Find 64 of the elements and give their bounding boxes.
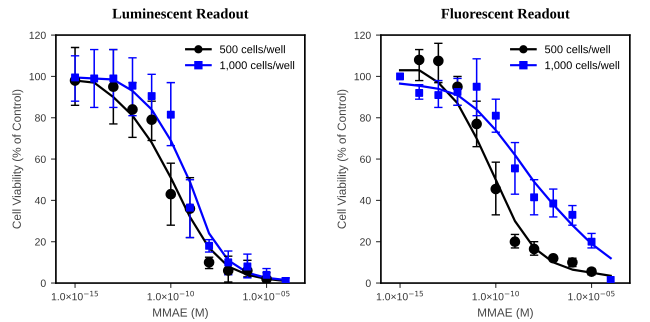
point xyxy=(548,252,559,264)
x-axis-title: MMAE (M) xyxy=(153,308,208,320)
point xyxy=(396,72,404,80)
point xyxy=(109,74,118,82)
y-tick-label: 100 xyxy=(30,72,46,80)
point xyxy=(90,74,98,82)
point xyxy=(434,91,442,99)
y-tick-label: 0 xyxy=(40,280,46,287)
y-tick-label: 80 xyxy=(360,114,371,122)
y-tick-label: 20 xyxy=(360,238,371,246)
x-tick-label: 1.0×10$^{−15}$ xyxy=(52,290,98,300)
x-axis-title: MMAE (M) xyxy=(478,308,533,320)
point xyxy=(71,74,79,82)
legend-label: 500 cells/well xyxy=(220,45,285,54)
y-tick-label: 100 xyxy=(354,72,371,80)
y-tick-label: 60 xyxy=(35,156,46,163)
point xyxy=(128,82,136,90)
point xyxy=(530,193,538,202)
point xyxy=(528,244,540,254)
point xyxy=(166,110,175,119)
point xyxy=(568,210,576,219)
y-tick-label: 120 xyxy=(354,32,371,39)
x-tick-label: 1.0×10$^{−10}$ xyxy=(148,290,194,300)
legend-label: 1,000 cells/well xyxy=(220,61,294,70)
point xyxy=(205,242,214,250)
legend-label: 500 cells/well xyxy=(544,45,610,54)
y-tick-label: 40 xyxy=(34,196,46,204)
chart-title: Fluorescent Readout xyxy=(441,8,570,19)
point xyxy=(490,184,502,194)
point xyxy=(471,118,482,130)
y-tick-label: 40 xyxy=(360,196,371,204)
point xyxy=(606,276,615,284)
point xyxy=(549,200,558,208)
point xyxy=(127,104,138,115)
point xyxy=(262,270,270,279)
point xyxy=(148,92,156,100)
x-tick-label: 1.0×10$^{−10}$ xyxy=(472,290,519,300)
point xyxy=(224,258,232,266)
x-tick-label: 1.0×10$^{−05}$ xyxy=(243,290,290,300)
y-axis-title: Cell Viability (% of Control) xyxy=(12,90,24,229)
y-axis-title: Cell Viability (% of Control) xyxy=(337,90,348,229)
point xyxy=(433,56,444,66)
y-tick-label: 0 xyxy=(366,280,371,287)
point xyxy=(243,262,252,270)
y-tick-label: 120 xyxy=(30,32,46,39)
point xyxy=(414,54,424,66)
x-tick-label: 1.0×10$^{−15}$ xyxy=(376,290,424,300)
point xyxy=(492,112,500,120)
y-tick-label: 20 xyxy=(35,238,46,246)
point xyxy=(108,81,119,92)
chart-title: Luminescent Readout xyxy=(112,8,249,19)
legend-label: 1,000 cells/well xyxy=(545,61,620,70)
point xyxy=(472,82,481,91)
point xyxy=(511,164,519,172)
x-tick-label: 1.0×10$^{−05}$ xyxy=(568,290,615,300)
point xyxy=(166,188,176,200)
point xyxy=(146,114,157,126)
y-tick-label: 60 xyxy=(360,156,371,163)
y-tick-label: 80 xyxy=(35,114,46,122)
point xyxy=(222,265,234,276)
point xyxy=(415,89,424,97)
point xyxy=(454,88,462,96)
point xyxy=(510,236,520,248)
point xyxy=(588,238,596,246)
